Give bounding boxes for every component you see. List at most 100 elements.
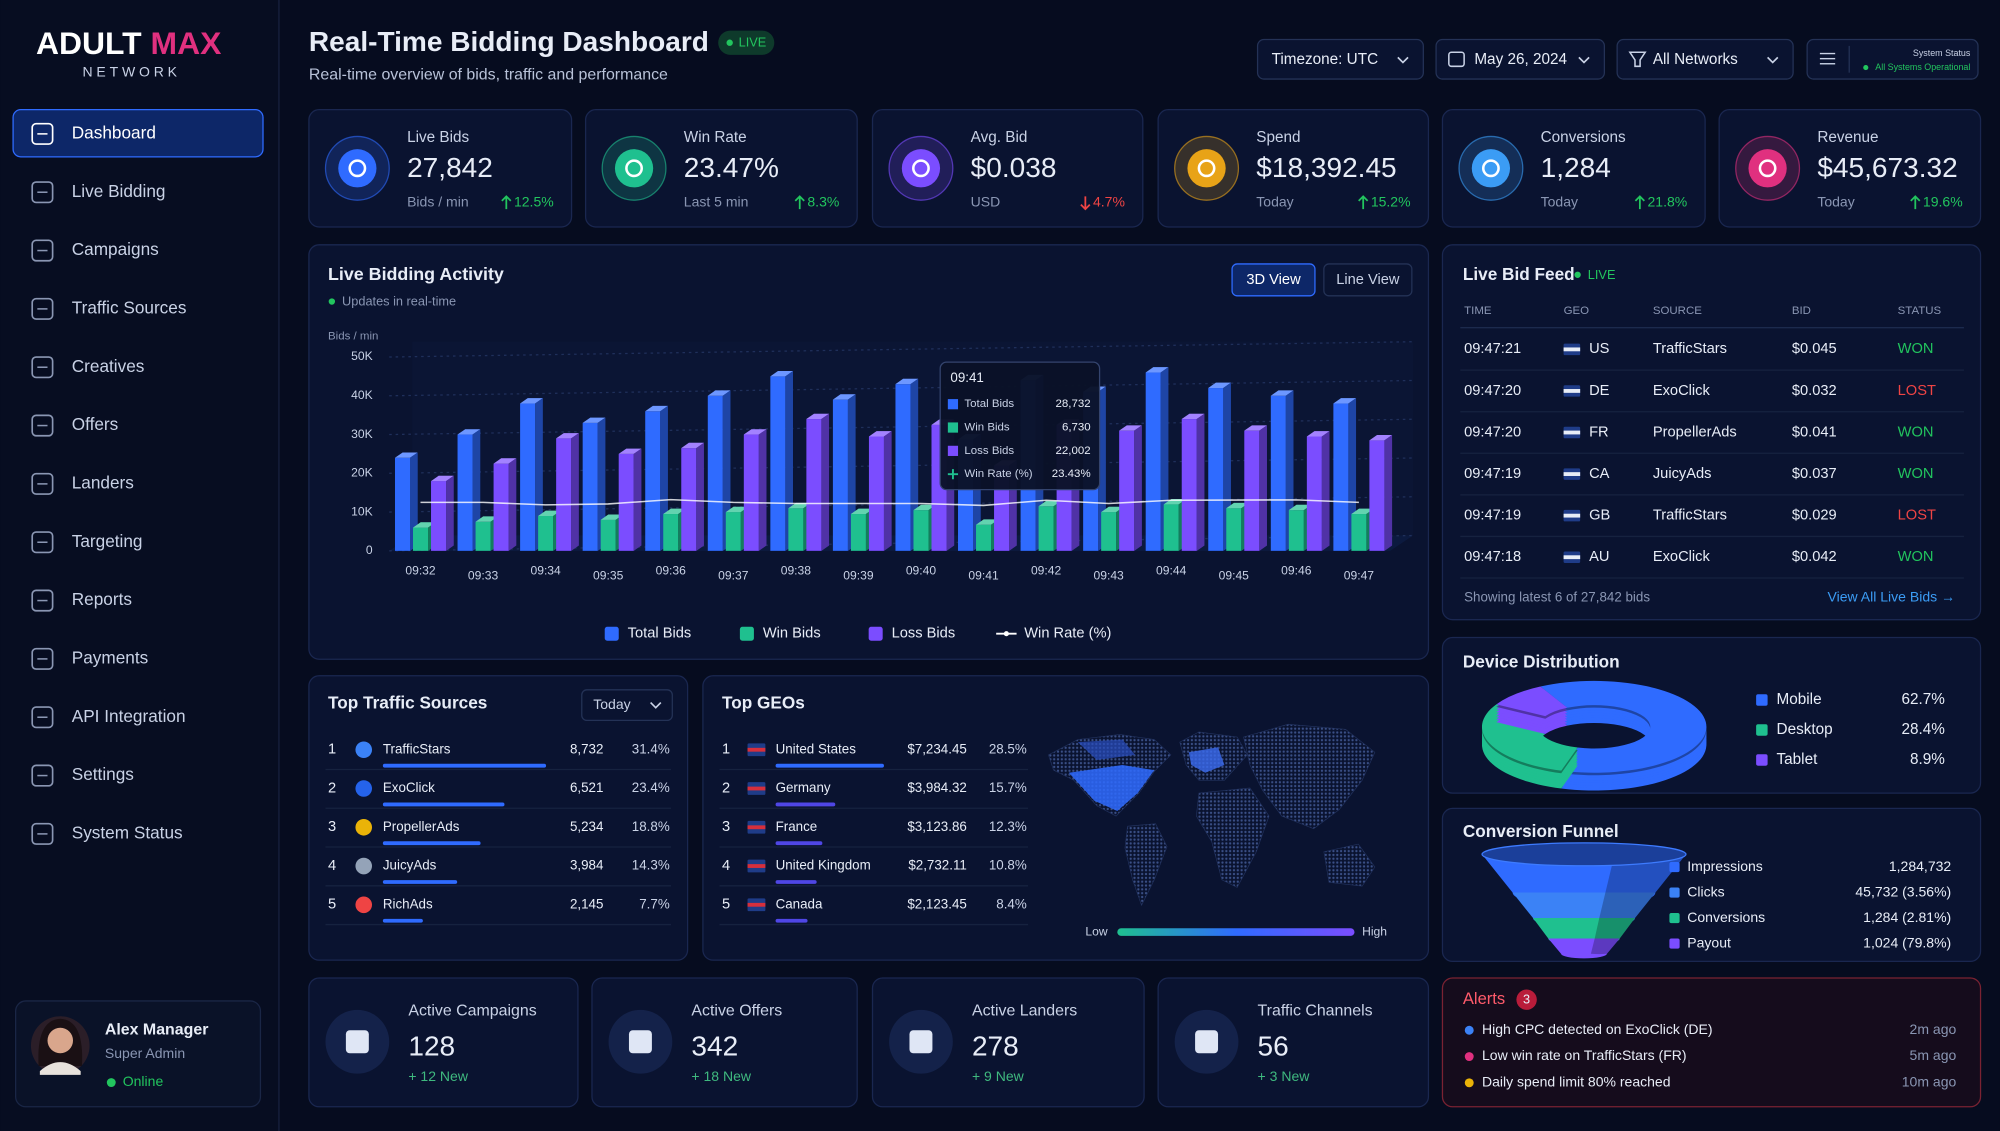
flag-stripe: [1563, 513, 1581, 518]
bar-side: [571, 433, 579, 551]
nav-item[interactable]: Traffic Sources: [72, 297, 187, 317]
source-name: PropellerAds: [383, 819, 460, 834]
bar-top: [868, 431, 892, 437]
nav-item[interactable]: Offers: [72, 414, 119, 434]
nav-item[interactable]: Creatives: [72, 356, 145, 376]
bar-side-shade: [1196, 413, 1205, 551]
alert-text: Daily spend limit 80% reached: [1482, 1074, 1671, 1090]
tooltip-key: [947, 422, 959, 433]
y-tick-label: 30K: [351, 427, 373, 441]
kpi-label: Revenue: [1817, 129, 1878, 146]
share-bar: [382, 763, 547, 768]
bar-side: [785, 371, 794, 551]
rank: 5: [328, 897, 336, 913]
nav-item[interactable]: Targeting: [72, 531, 143, 551]
nav-icon: [31, 181, 54, 204]
bar-side: [633, 448, 642, 551]
feed-cell: $0.042: [1792, 549, 1837, 565]
bar-front: [1119, 430, 1135, 551]
dropdown-text[interactable]: All Networks: [1653, 51, 1738, 68]
bar-side-shade: [785, 371, 794, 551]
dropdown-text[interactable]: May 26, 2024: [1474, 51, 1567, 68]
legend-value: 62.7%: [1901, 691, 1945, 708]
kpi-card: [871, 109, 1144, 228]
legend-label: Desktop: [1777, 721, 1833, 738]
view-toggle[interactable]: [1231, 263, 1316, 297]
feed-cell: LOST: [1898, 508, 1936, 524]
geo-share: 12.3%: [989, 819, 1027, 834]
source-icon: [355, 857, 373, 875]
nav-item[interactable]: Payments: [72, 647, 148, 667]
feed-badge: LIVE: [1588, 267, 1616, 282]
legend-value: 8.9%: [1910, 751, 1945, 768]
view-toggle-label[interactable]: 3D View: [1246, 272, 1301, 288]
x-tick-label: 09:45: [1219, 569, 1250, 583]
rank: 5: [722, 897, 730, 913]
source-name: ExoClick: [383, 780, 435, 795]
pie-slice: [1496, 686, 1568, 735]
stat-label: Active Campaigns: [408, 1002, 536, 1019]
bar-top-shine: [895, 378, 919, 385]
x-tick-label: 09:35: [593, 569, 624, 583]
bar-top-shine: [431, 475, 454, 482]
bar-top: [413, 522, 436, 528]
legend-swatch: [739, 626, 754, 641]
nav-item[interactable]: API Integration: [72, 706, 186, 726]
bar-top-shine: [976, 519, 999, 525]
alerts-count: 3: [1523, 992, 1530, 1007]
x-tick-label: 09:40: [906, 563, 937, 577]
bar-front: [538, 515, 554, 551]
funnel-stage: Impressions: [1687, 858, 1763, 874]
bar-top: [1226, 502, 1249, 509]
geo-share: 10.8%: [989, 858, 1027, 873]
dropdown[interactable]: [1256, 38, 1424, 80]
nav-item[interactable]: Campaigns: [72, 239, 159, 259]
nav-item[interactable]: Landers: [72, 472, 134, 492]
rank: 3: [722, 819, 730, 835]
dropdown[interactable]: [1435, 38, 1606, 80]
feed-cell: JuicyAds: [1653, 466, 1712, 482]
feed-cell: TrafficStars: [1653, 508, 1727, 524]
nav-item[interactable]: Dashboard: [72, 122, 156, 142]
source-bids: 5,234: [570, 819, 604, 834]
view-toggle-label[interactable]: Line View: [1336, 272, 1400, 288]
nav-icon: [31, 122, 54, 145]
bar-top-shine: [538, 510, 561, 516]
source-bids: 6,521: [570, 780, 603, 795]
stat-card: [871, 977, 1145, 1108]
tooltip-label: Loss Bids: [964, 445, 1014, 457]
filter-dropdown[interactable]: [581, 689, 673, 722]
view-toggle[interactable]: [1323, 263, 1413, 297]
bar-top-shine: [832, 394, 856, 400]
nav-item[interactable]: Settings: [72, 764, 134, 784]
bar-side: [883, 431, 892, 551]
kpi-change: 4.7%: [1093, 193, 1125, 209]
legend-swatch: [604, 626, 619, 641]
bar-top-shine: [913, 504, 937, 511]
bar-top: [475, 516, 499, 522]
kpi-icon-glyph: [1758, 159, 1777, 178]
rank: 1: [328, 742, 336, 758]
feed-cell: LOST: [1898, 383, 1936, 399]
tooltip-label: Win Rate (%): [964, 468, 1032, 480]
nav-icon: [31, 356, 54, 379]
funnel-stage: Clicks: [1687, 883, 1724, 899]
funnel-shade: [1590, 938, 1620, 955]
feed-link[interactable]: View All Live Bids →: [1828, 589, 1956, 605]
bar-top: [520, 398, 543, 404]
dropdown-text[interactable]: Timezone: UTC: [1272, 51, 1379, 68]
nav-item[interactable]: System Status: [72, 822, 183, 842]
flag-stripe: [1563, 347, 1581, 352]
nav-item[interactable]: Live Bidding: [72, 181, 166, 201]
bar: [832, 394, 856, 551]
filter-text[interactable]: Today: [593, 696, 630, 712]
bar-front: [475, 521, 491, 551]
dropdown[interactable]: [1616, 38, 1794, 80]
alert-time: 2m ago: [1910, 1021, 1957, 1037]
flag-stripe: [747, 747, 766, 752]
funnel-value: 1,284,732: [1889, 858, 1952, 874]
bar-top-shine: [1226, 502, 1249, 509]
nav-item[interactable]: Reports: [72, 589, 132, 609]
bar-side-shade: [696, 442, 704, 551]
bar-front: [1306, 436, 1322, 551]
